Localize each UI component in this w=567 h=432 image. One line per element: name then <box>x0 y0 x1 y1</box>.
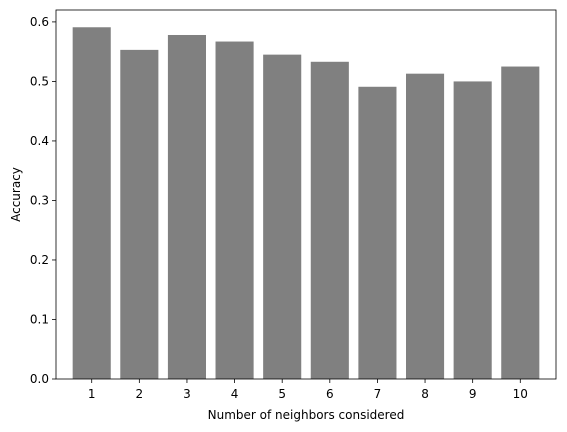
x-axis-label: Number of neighbors considered <box>208 408 405 422</box>
bar-5 <box>263 54 302 380</box>
x-tick-label: 4 <box>231 387 239 401</box>
x-tick-label: 6 <box>326 387 334 401</box>
y-tick-label: 0.0 <box>30 372 49 386</box>
y-axis-label: Accuracy <box>9 167 23 222</box>
x-tick-label: 8 <box>421 387 429 401</box>
x-tick-label: 9 <box>469 387 477 401</box>
bar-1 <box>72 27 111 380</box>
bar-3 <box>167 34 206 380</box>
y-tick-label: 0.2 <box>30 253 49 267</box>
bar-9 <box>453 81 492 379</box>
y-tick-label: 0.3 <box>30 193 49 207</box>
bar-6 <box>310 61 349 380</box>
x-tick-label: 3 <box>183 387 191 401</box>
y-axis-ticks: 0.0 0.1 0.2 0.3 0.4 0.5 0.6 <box>30 15 56 386</box>
plot-frame <box>55 9 557 380</box>
bar-10 <box>501 66 540 380</box>
x-axis-ticks: 1 2 3 4 5 6 7 8 9 10 <box>88 379 528 401</box>
x-tick-label: 10 <box>513 387 528 401</box>
bar-7 <box>358 86 397 379</box>
x-tick-label: 7 <box>374 387 382 401</box>
x-tick-label: 1 <box>88 387 96 401</box>
x-tick-label: 2 <box>136 387 144 401</box>
bar-4 <box>215 41 254 379</box>
x-tick-label: 5 <box>278 387 286 401</box>
y-tick-label: 0.6 <box>30 15 49 29</box>
y-tick-label: 0.4 <box>30 134 49 148</box>
bars-group <box>72 27 540 380</box>
bar-2 <box>120 49 159 380</box>
bar-8 <box>406 73 445 380</box>
y-tick-label: 0.1 <box>30 312 49 326</box>
y-tick-label: 0.5 <box>30 74 49 88</box>
